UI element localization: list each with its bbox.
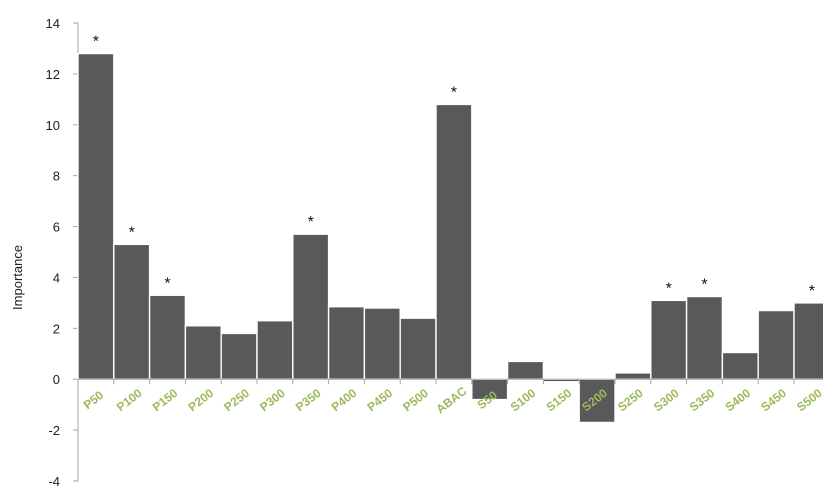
significance-marker: * bbox=[164, 275, 170, 292]
x-tick-label: P350 bbox=[293, 386, 324, 414]
x-tick-label: ABAC bbox=[433, 384, 469, 417]
bar-p250 bbox=[220, 332, 258, 380]
x-tick-label: P150 bbox=[150, 386, 181, 414]
bar-s300 bbox=[650, 299, 688, 380]
x-tick-label: P400 bbox=[329, 386, 360, 414]
significance-marker: * bbox=[129, 224, 135, 241]
bar-s450 bbox=[757, 309, 795, 380]
bar-s350 bbox=[685, 295, 724, 380]
x-tick-label: S450 bbox=[758, 386, 789, 414]
bar-s200 bbox=[578, 378, 616, 424]
x-tick-label: P250 bbox=[221, 386, 252, 414]
y-tick-label: 4 bbox=[53, 270, 60, 285]
significance-marker: * bbox=[308, 214, 314, 231]
bar-p350 bbox=[292, 233, 330, 380]
significance-marker: * bbox=[701, 277, 707, 294]
x-tick-label: S300 bbox=[651, 386, 682, 414]
x-tick-label: S250 bbox=[615, 386, 646, 414]
y-tick-label: 14 bbox=[46, 16, 60, 31]
bar-p450 bbox=[363, 307, 401, 380]
y-tick-label: 0 bbox=[53, 372, 60, 387]
significance-marker: * bbox=[451, 84, 457, 101]
bar-s400 bbox=[721, 351, 759, 380]
x-tick-label: P100 bbox=[114, 386, 145, 414]
x-tick-label: P200 bbox=[185, 386, 216, 414]
y-tick-label: 10 bbox=[46, 118, 60, 133]
significance-marker: * bbox=[809, 283, 815, 300]
bar-p150 bbox=[148, 294, 187, 380]
x-tick-label: P450 bbox=[364, 386, 395, 414]
bar-p300 bbox=[256, 320, 294, 380]
y-axis-label: Importance bbox=[10, 245, 25, 310]
y-tick-label: 2 bbox=[53, 321, 60, 336]
y-tick-label: -4 bbox=[48, 474, 60, 486]
bar-p400 bbox=[327, 306, 366, 380]
x-tick-label: S500 bbox=[794, 386, 823, 414]
significance-marker: * bbox=[666, 280, 672, 297]
x-tick-label: S400 bbox=[722, 386, 753, 414]
bar-p200 bbox=[184, 325, 222, 380]
x-tick-label: S350 bbox=[687, 386, 718, 414]
bar-s100 bbox=[506, 360, 545, 380]
bar-s500 bbox=[793, 302, 823, 380]
bar-s250 bbox=[614, 372, 652, 380]
bar-p500 bbox=[399, 317, 437, 380]
x-tick-label: P500 bbox=[400, 386, 431, 414]
significance-marker: * bbox=[93, 34, 99, 51]
bar-p50 bbox=[77, 52, 115, 380]
y-tick-label: 6 bbox=[53, 220, 60, 235]
x-tick-label: P50 bbox=[81, 388, 107, 412]
y-tick-label: -2 bbox=[48, 423, 60, 438]
x-tick-label: P300 bbox=[257, 386, 288, 414]
bar-p100 bbox=[113, 243, 151, 380]
y-tick-label: 12 bbox=[46, 67, 60, 82]
x-tick-label: S150 bbox=[543, 386, 574, 414]
x-tick-label: S100 bbox=[508, 386, 539, 414]
bar-abac bbox=[435, 103, 473, 380]
y-tick-label: 8 bbox=[53, 169, 60, 184]
